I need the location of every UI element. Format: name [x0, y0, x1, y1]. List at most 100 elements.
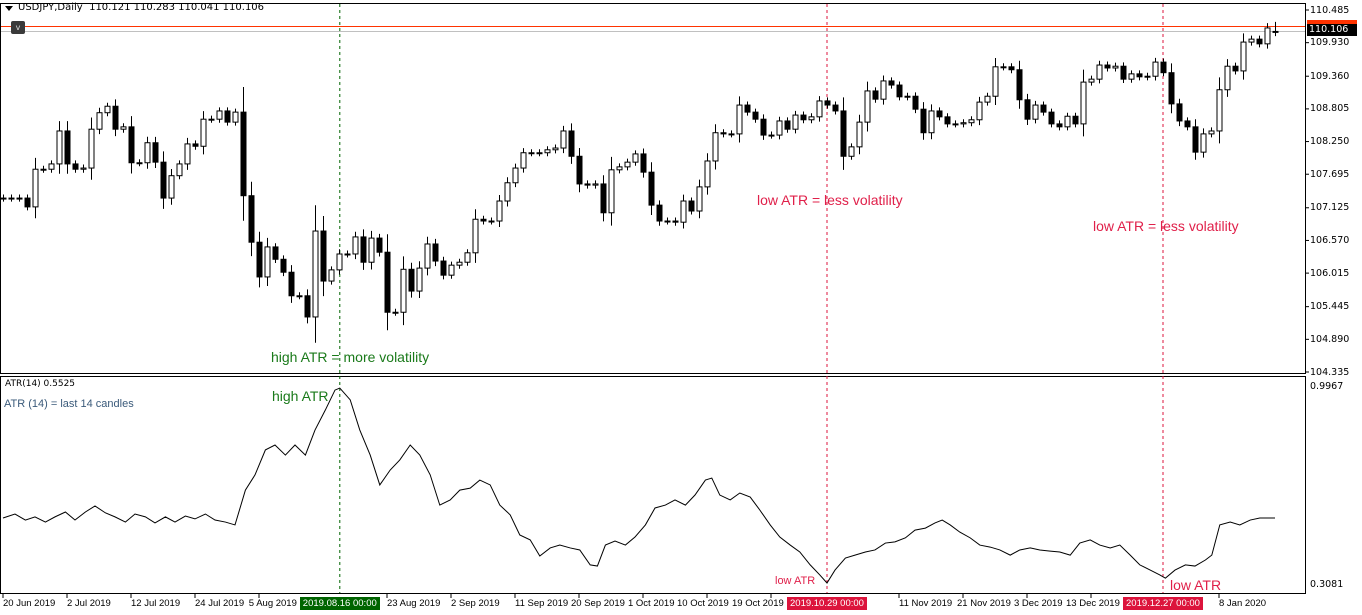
candle: [696, 179, 703, 219]
ohlc-values: 110.121 110.283 110.041 110.106: [89, 2, 265, 13]
bull-candle-body: [552, 147, 559, 151]
candle: [1104, 61, 1111, 72]
candle: [608, 156, 615, 226]
time-axis-label: 5 Aug 2019: [248, 598, 297, 609]
candle: [152, 136, 159, 168]
bull-candle-body: [16, 197, 23, 200]
candle: [1144, 72, 1151, 81]
price-pane-frame: [0, 3, 1306, 374]
bear-candle-body: [1008, 66, 1015, 71]
bear-candle-body: [720, 132, 727, 135]
bull-candle-body: [88, 128, 95, 169]
candle: [1192, 119, 1199, 160]
date-marker-label: 2019.10.29 00:00: [787, 597, 867, 610]
bull-candle-body: [976, 101, 983, 121]
candle: [136, 159, 143, 167]
price-axis-label: 106.570: [1310, 234, 1350, 246]
bull-candle-body: [392, 311, 399, 314]
bull-candle-body: [768, 134, 775, 137]
bear-candle-body: [744, 104, 751, 113]
candle: [672, 217, 679, 226]
candle: [784, 117, 791, 133]
time-axis-label: 11 Sep 2019: [515, 598, 569, 609]
time-axis-label: 24 Jul 2019: [195, 598, 245, 609]
bear-candle-body: [936, 110, 943, 118]
bear-candle-body: [648, 171, 655, 206]
candle: [1048, 108, 1055, 128]
candle: [1072, 112, 1079, 128]
candle: [704, 153, 711, 195]
candle: [1208, 127, 1215, 138]
price-axis-label: 109.930: [1310, 37, 1350, 49]
bull-candle-body: [952, 123, 959, 126]
candle: [1224, 59, 1231, 97]
price-axis-label: 109.360: [1310, 70, 1350, 82]
candle: [272, 243, 279, 263]
candle: [560, 125, 567, 154]
bull-candle-body: [0, 197, 7, 200]
candle: [848, 143, 855, 160]
bull-candle-body: [400, 268, 407, 313]
bull-candle-body: [960, 122, 967, 125]
candle: [1128, 70, 1135, 83]
bull-candle-body: [1032, 104, 1039, 120]
bear-candle-body: [760, 118, 767, 136]
candle: [1176, 98, 1183, 127]
bull-candle-body: [448, 264, 455, 276]
candle: [1056, 120, 1063, 131]
time-axis-label: 13 Dec 2019: [1066, 598, 1120, 609]
candle: [912, 92, 919, 114]
ask-price-label: [1307, 20, 1357, 26]
bull-candle-body: [1000, 66, 1007, 69]
bull-candle-body: [528, 152, 535, 155]
one-click-trading-button[interactable]: v: [11, 21, 25, 34]
bear-candle-body: [1192, 126, 1199, 153]
bull-candle-body: [32, 168, 39, 208]
bull-candle-body: [352, 236, 359, 255]
candle: [352, 231, 359, 260]
price-axis-label: 107.695: [1310, 168, 1350, 180]
time-axis-label: 12 Jul 2019: [131, 598, 181, 609]
candle: [880, 75, 887, 105]
bear-candle-body: [656, 204, 663, 222]
candle: [1248, 35, 1255, 46]
collapse-arrow-icon[interactable]: [5, 6, 13, 11]
candle: [240, 87, 247, 221]
candle: [88, 117, 95, 180]
time-axis-label: 3 Dec 2019: [1014, 598, 1063, 609]
bear-candle-body: [888, 80, 895, 86]
candle: [600, 175, 607, 222]
candle: [800, 111, 807, 124]
bull-candle-body: [504, 182, 511, 202]
candle: [520, 148, 527, 173]
bull-candle-body: [328, 269, 335, 282]
bull-candle-body: [144, 142, 151, 164]
candle: [1184, 117, 1191, 131]
candle: [104, 102, 111, 117]
bull-candle-body: [264, 246, 271, 278]
bear-candle-body: [1136, 73, 1143, 78]
date-marker-label: 2019.08.16 00:00: [299, 597, 380, 610]
bear-candle-body: [152, 142, 159, 163]
candle: [0, 194, 7, 202]
candle: [776, 116, 783, 140]
candle: [48, 160, 55, 173]
bull-candle-body: [856, 121, 863, 148]
candle: [832, 101, 839, 115]
bull-candle-body: [96, 112, 103, 130]
candle: [512, 163, 519, 188]
bear-candle-body: [896, 84, 903, 98]
candle: [744, 101, 751, 116]
candle: [576, 147, 583, 193]
bull-candle-body: [928, 110, 935, 134]
bull-candle-body: [904, 95, 911, 98]
bear-candle-body: [872, 90, 879, 100]
time-axis-label: 1 Oct 2019: [628, 598, 675, 609]
candle: [1112, 62, 1119, 72]
time-axis-label: 8 Jan 2020: [1219, 598, 1267, 609]
candle: [288, 265, 295, 303]
bear-candle-body: [1016, 69, 1023, 101]
atr-pane-frame: [0, 376, 1306, 594]
candle: [256, 231, 263, 288]
